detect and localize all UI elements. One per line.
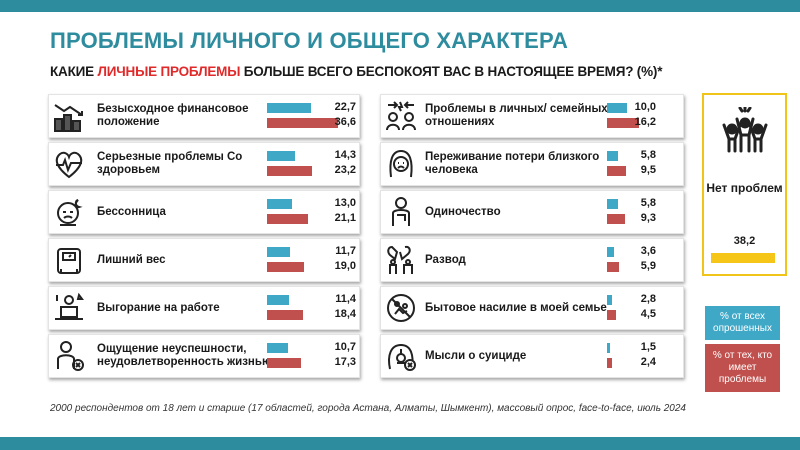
value-all-respondents: 22,7: [334, 101, 356, 113]
value-with-problems: 36,6: [334, 116, 356, 128]
value-with-problems: 16,2: [634, 116, 656, 128]
chart-row: Переживание потери близкого человека 5,8 9…: [380, 142, 684, 186]
row-label: Бессонница: [97, 205, 166, 218]
value-all-respondents: 10,0: [634, 101, 656, 113]
value-with-problems: 17,3: [334, 356, 356, 368]
no-problems-box: Нет проблем 38,2: [702, 93, 787, 276]
arguing-couple-icon: [384, 99, 418, 133]
heart-pulse-icon: [52, 147, 86, 181]
value-with-problems: 9,3: [640, 212, 656, 224]
bar-with-problems: [267, 262, 305, 272]
suicide-thoughts-icon: [384, 339, 418, 373]
sad-person-icon: [52, 339, 86, 373]
subtitle-highlight: ЛИЧНЫЕ ПРОБЛЕМЫ: [97, 64, 241, 79]
chart-row: Мысли о суициде 1,5 2,4: [380, 334, 684, 378]
chart-row: Ощущение неуспешности, неудовлетвореннос…: [48, 334, 360, 378]
top-band: [0, 0, 800, 12]
value-with-problems: 2,4: [640, 356, 656, 368]
chart-row: Бытовое насилие в моей семье 2,8 4,5: [380, 286, 684, 330]
bar-with-problems: [267, 214, 309, 224]
value-with-problems: 23,2: [334, 164, 356, 176]
chart-row: Выгорание на работе 11,4 18,4: [48, 286, 360, 330]
burnout-desk-icon: [52, 291, 86, 325]
page-title: ПРОБЛЕМЫ ЛИЧНОГО И ОБЩЕГО ХАРАКТЕРА: [50, 28, 569, 53]
bottom-band: [0, 437, 800, 450]
value-all-respondents: 10,7: [334, 341, 356, 353]
row-label: Лишний вес: [97, 253, 166, 266]
row-label: Бытовое насилие в моей семье: [425, 301, 607, 314]
bar-all-respondents: [267, 247, 290, 257]
legend-with-problems: % от тех, кто имеет проблемы: [705, 344, 780, 392]
row-label: Развод: [425, 253, 466, 266]
value-with-problems: 19,0: [334, 260, 356, 272]
row-label: Ощущение неуспешности, неудовлетвореннос…: [97, 343, 272, 368]
value-all-respondents: 2,8: [640, 293, 656, 305]
bar-all-respondents: [607, 103, 627, 113]
scale-icon: [52, 243, 86, 277]
chart-row: Лишний вес 11,7 19,0: [48, 238, 360, 282]
happy-people-icon: [720, 105, 770, 157]
subtitle-part2: БОЛЬШЕ ВСЕГО БЕСПОКОЯТ ВАС В НАСТОЯЩЕЕ В…: [240, 64, 663, 79]
chart-row: Безысходное финансовое положение 22,7 36,6: [48, 94, 360, 138]
bar-all-respondents: [267, 103, 312, 113]
bar-with-problems: [267, 310, 303, 320]
chart-row: Проблемы в личных/ семейных отношениях 10…: [380, 94, 684, 138]
row-label: Переживание потери близкого человека: [425, 151, 600, 176]
value-all-respondents: 11,4: [335, 293, 356, 305]
broken-heart-icon: [384, 243, 418, 277]
bar-all-respondents: [267, 343, 288, 353]
row-label: Безысходное финансовое положение: [97, 103, 249, 128]
page-subtitle: КАКИЕ ЛИЧНЫЕ ПРОБЛЕМЫ БОЛЬШЕ ВСЕГО БЕСПО…: [50, 64, 662, 79]
bar-with-problems: [607, 214, 626, 224]
chart-row: Бессонница 13,0 21,1: [48, 190, 360, 234]
bar-all-respondents: [607, 343, 610, 353]
bar-with-problems: [607, 262, 619, 272]
chart-row: Серьезные проблемы Со здоровьем 14,3 23,2: [48, 142, 360, 186]
no-problems-value: 38,2: [733, 235, 756, 247]
bar-with-problems: [607, 118, 639, 128]
bar-all-respondents: [267, 295, 290, 305]
chart-row: Развод 3,6 5,9: [380, 238, 684, 282]
bar-all-respondents: [607, 247, 615, 257]
no-problems-bar: [711, 253, 775, 263]
sleepless-face-icon: [52, 195, 86, 229]
grieving-face-icon: [384, 147, 418, 181]
legend-all-respondents: % от всех опрошенных: [705, 306, 780, 340]
bar-with-problems: [607, 358, 612, 368]
chart-row: Одиночество 5,8 9,3: [380, 190, 684, 234]
value-all-respondents: 3,6: [640, 245, 656, 257]
value-all-respondents: 14,3: [334, 149, 356, 161]
no-problems-label: Нет проблем: [706, 181, 783, 195]
bar-all-respondents: [607, 199, 619, 209]
row-label: Проблемы в личных/ семейных отношениях: [425, 103, 608, 128]
bar-with-problems: [267, 166, 313, 176]
value-all-respondents: 11,7: [335, 245, 356, 257]
subtitle-part1: КАКИЕ: [50, 64, 98, 79]
bar-with-problems: [267, 358, 301, 368]
row-label: Серьезные проблемы Со здоровьем: [97, 151, 243, 176]
row-label: Выгорание на работе: [97, 301, 220, 314]
money-stack-icon: [52, 99, 86, 133]
bar-with-problems: [607, 166, 626, 176]
no-violence-icon: [384, 291, 418, 325]
bar-all-respondents: [267, 199, 293, 209]
value-with-problems: 5,9: [640, 260, 656, 272]
bar-all-respondents: [607, 295, 613, 305]
value-all-respondents: 1,5: [640, 341, 656, 353]
bar-all-respondents: [267, 151, 295, 161]
value-all-respondents: 5,8: [640, 149, 656, 161]
lonely-person-icon: [384, 195, 418, 229]
row-label: Мысли о суициде: [425, 349, 527, 362]
footnote: 2000 респондентов от 18 лет и старше (17…: [50, 403, 686, 414]
bar-with-problems: [607, 310, 616, 320]
bar-with-problems: [267, 118, 339, 128]
value-with-problems: 4,5: [640, 308, 656, 320]
value-with-problems: 18,4: [334, 308, 356, 320]
bar-all-respondents: [607, 151, 619, 161]
value-all-respondents: 13,0: [334, 197, 356, 209]
row-label: Одиночество: [425, 205, 501, 218]
value-with-problems: 21,1: [334, 212, 356, 224]
value-with-problems: 9,5: [640, 164, 656, 176]
value-all-respondents: 5,8: [640, 197, 656, 209]
